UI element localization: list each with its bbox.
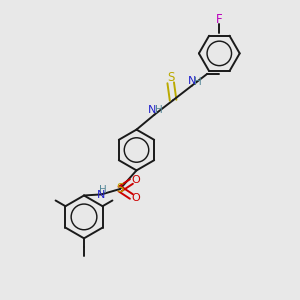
Text: N: N: [148, 105, 156, 115]
Text: H: H: [194, 76, 202, 87]
Text: N: N: [188, 76, 196, 86]
Text: O: O: [132, 193, 141, 203]
Text: N: N: [97, 190, 105, 200]
Text: O: O: [132, 175, 141, 185]
Text: S: S: [167, 71, 174, 84]
Text: S: S: [116, 182, 124, 196]
Text: H: H: [155, 105, 163, 115]
Text: F: F: [216, 13, 223, 26]
Text: H: H: [99, 184, 107, 195]
